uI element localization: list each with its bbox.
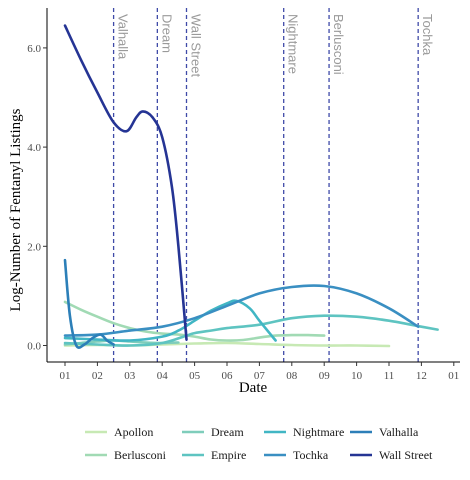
legend-label-valhalla: Valhalla	[379, 425, 419, 439]
x-tick-label: 02	[92, 370, 103, 382]
x-tick-label: 01	[448, 370, 459, 382]
x-tick-label: 06	[222, 370, 234, 382]
x-tick-label: 05	[189, 370, 201, 382]
event-label: Dream	[159, 14, 174, 53]
series-line-tochka	[63, 284, 420, 337]
y-axis-title: Log-Number of Fentanyl Listings	[8, 108, 24, 311]
legend-label-empire: Empire	[211, 448, 246, 462]
legend: Apollon Berlusconi Dream Empire Nightmare Toc…	[85, 425, 433, 462]
y-tick-label: 6.0	[27, 43, 41, 55]
x-tick-label: 08	[286, 370, 298, 382]
series-line-berlusconi	[63, 300, 326, 342]
x-tick-label: 01	[60, 370, 71, 382]
event-label: Tochka	[420, 14, 435, 56]
x-tick-label: 12	[416, 370, 427, 382]
event-label: Wall Street	[189, 14, 204, 77]
series-line-empire	[63, 314, 439, 347]
legend-label-tochka: Tochka	[293, 448, 329, 462]
y-tick-label: 4.0	[27, 142, 41, 154]
event-label: Berlusconi	[331, 14, 346, 75]
x-tick-label: 11	[384, 370, 395, 382]
y-tick-label: 2.0	[27, 241, 41, 253]
legend-label-nightmare: Nightmare	[293, 425, 344, 439]
series-line-wall-street	[63, 24, 188, 341]
x-tick-label: 07	[254, 370, 266, 382]
event-label: Valhalla	[116, 14, 131, 60]
legend-label-dream: Dream	[211, 425, 244, 439]
legend-label-berlusconi: Berlusconi	[114, 448, 167, 462]
legend-label-apollon: Apollon	[114, 425, 153, 439]
event-label: Nightmare	[286, 14, 301, 74]
x-tick-label: 04	[157, 370, 169, 382]
x-tick-label: 10	[351, 370, 363, 382]
x-tick-label: 03	[124, 370, 136, 382]
x-tick-label: 09	[319, 370, 331, 382]
x-axis-title: Date	[239, 380, 268, 396]
y-tick-label: 0.0	[27, 341, 41, 353]
series-line-valhalla	[63, 258, 115, 349]
legend-label-wall-street: Wall Street	[379, 448, 433, 462]
